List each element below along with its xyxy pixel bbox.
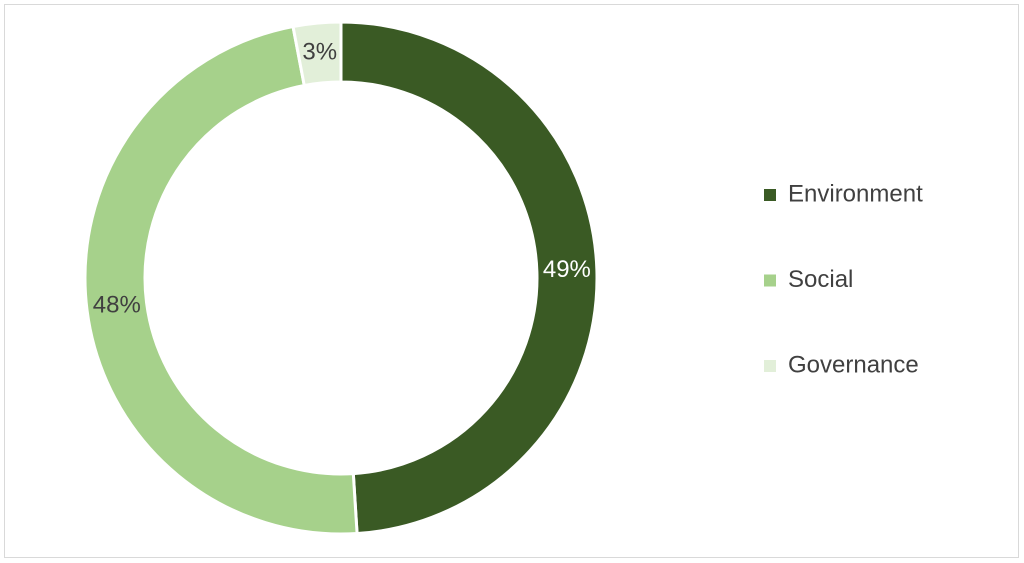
legend: Environment Social Governance [764,180,923,378]
donut-slice [83,24,359,536]
legend-label: Social [788,266,853,293]
legend-swatch [764,274,776,287]
legend-swatch [764,360,776,372]
legend-swatch [764,189,776,201]
legend-label: Governance [788,351,919,378]
donut-slice [291,20,343,88]
slice-label: 48% [93,292,141,319]
slice-label: 3% [302,38,337,65]
donut-slice [339,20,599,536]
slices: 49% 48% 3% [83,20,599,536]
slice-label: 49% [543,256,591,283]
legend-label: Environment [788,180,923,207]
